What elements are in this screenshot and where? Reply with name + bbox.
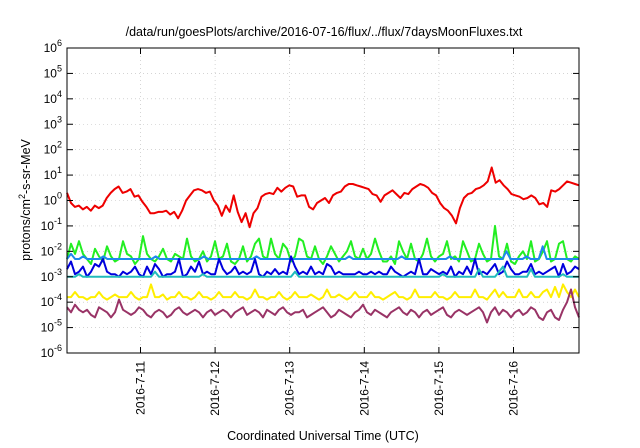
y-tick-label: 105 [44, 63, 62, 80]
x-axis-label: Coordinated Universal Time (UTC) [227, 429, 419, 443]
y-tick-label: 10-3 [41, 267, 62, 284]
series-line-1 [66, 166, 580, 229]
y-tick-label: 10-5 [41, 318, 62, 335]
x-tick-label: 2016-7-14 [357, 361, 371, 416]
plot-frame [66, 47, 580, 354]
series-line-3 [66, 245, 579, 260]
chart-title: /data/run/goesPlots/archive/2016-07-16/f… [126, 25, 523, 39]
y-tick-label: 106 [44, 38, 62, 55]
series-line-2 [66, 224, 580, 265]
y-tick-label: 102 [44, 140, 62, 157]
y-tick-label: 101 [44, 165, 62, 182]
y-tick-label: 10-6 [41, 343, 62, 360]
y-tick-label: 100 [44, 191, 62, 208]
x-tick-label: 2016-7-16 [507, 361, 521, 416]
y-axis-label: protons/cm2-s-sr-MeV [17, 138, 33, 260]
series-layer [66, 166, 580, 324]
y-ticks: 10-6 10-5 10-4 10-3 10-2 10-1 100 101 102 103 104 1… [41, 38, 579, 360]
y-tick-label: 104 [44, 89, 62, 106]
y-tick-label: 10-1 [41, 216, 62, 233]
series-line-6 [67, 283, 580, 301]
y-tick-label: 10-2 [41, 241, 62, 258]
y-tick-label: 10-4 [41, 292, 62, 309]
series-line-4 [66, 255, 580, 278]
series-line-5 [67, 265, 579, 278]
x-tick-label: 2016-7-11 [134, 361, 148, 415]
x-tick-label: 2016-7-15 [432, 361, 446, 416]
series-line-7 [66, 288, 580, 324]
x-tick-label: 2016-7-13 [283, 361, 297, 416]
y-tick-label: 103 [44, 114, 62, 131]
x-ticks: 2016-7-11 2016-7-12 2016-7-13 2016-7-14 2016… [134, 48, 521, 416]
x-tick-label: 2016-7-12 [208, 361, 222, 416]
